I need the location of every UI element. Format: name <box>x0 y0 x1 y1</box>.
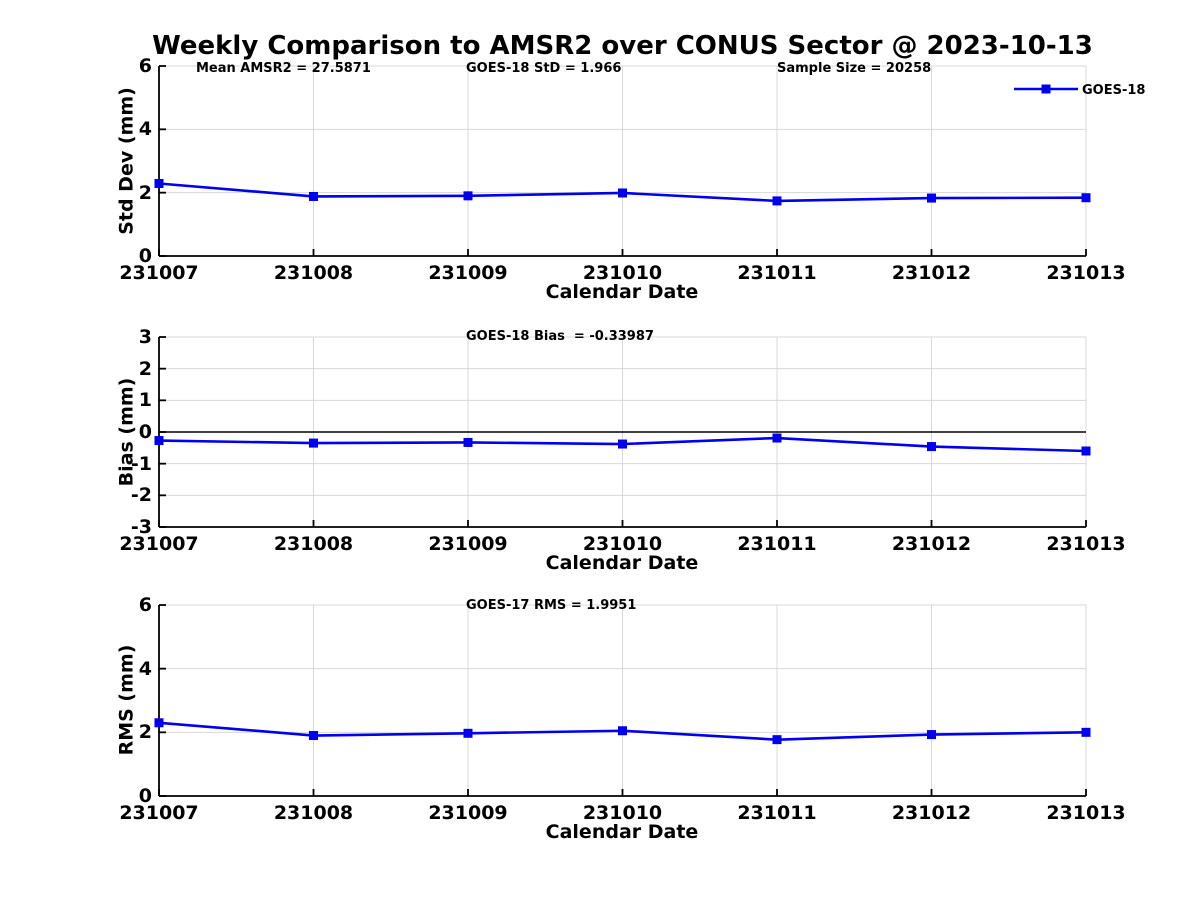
data-point-marker <box>618 188 627 198</box>
x-tick-label: 231011 <box>737 802 817 824</box>
y-tick-label: 0 <box>138 421 152 443</box>
data-point-marker <box>1081 727 1091 737</box>
y-tick-label: 1 <box>138 389 152 412</box>
x-tick-label: 231010 <box>582 262 663 284</box>
x-axis-label-rms: Calendar Date <box>545 821 699 843</box>
x-tick-label: 231013 <box>1046 533 1126 555</box>
x-tick-label: 231009 <box>428 262 508 284</box>
x-tick-label: 231013 <box>1046 802 1126 824</box>
data-point-marker <box>772 433 782 443</box>
data-point-marker <box>927 730 936 740</box>
data-point-marker <box>772 196 782 206</box>
figure-title: Weekly Comparison to AMSR2 over CONUS Se… <box>152 31 1093 61</box>
x-tick-label: 231008 <box>273 533 354 555</box>
legend-marker-sample <box>1041 84 1051 94</box>
x-tick-label: 231010 <box>582 802 663 824</box>
data-point-marker <box>463 728 473 738</box>
y-tick-label: 0 <box>138 245 152 267</box>
y-tick-label: 0 <box>138 785 152 807</box>
data-point-marker <box>463 191 473 201</box>
x-tick-label: 231009 <box>428 533 508 555</box>
data-point-marker <box>618 439 627 449</box>
x-tick-label: 231011 <box>737 262 817 284</box>
y-tick-label: 6 <box>138 594 152 616</box>
data-point-marker <box>309 191 318 201</box>
data-point-marker <box>618 726 627 736</box>
x-tick-label: 231007 <box>119 262 199 284</box>
annotation-mean-amsr2: Mean AMSR2 = 27.5871 <box>196 61 371 76</box>
x-tick-label: 231011 <box>737 533 817 555</box>
data-point-marker <box>463 437 473 447</box>
data-point-marker <box>309 731 318 741</box>
data-point-marker <box>1081 446 1091 456</box>
annotation-goes18-bias: GOES-18 Bias = -0.33987 <box>466 329 654 344</box>
y-tick-label: 2 <box>138 357 152 380</box>
data-point-marker <box>1081 193 1091 203</box>
x-tick-label: 231008 <box>273 802 354 824</box>
y-tick-label: -3 <box>130 516 152 538</box>
data-point-marker <box>927 193 936 203</box>
x-tick-label: 231009 <box>428 802 508 824</box>
y-tick-label: -1 <box>130 452 152 475</box>
x-tick-label: 231012 <box>891 802 972 824</box>
data-point-marker <box>154 718 164 728</box>
x-axis-label-stddev: Calendar Date <box>545 281 699 303</box>
x-tick-label: 231007 <box>119 533 199 555</box>
y-tick-label: 4 <box>138 118 152 141</box>
annotation-goes17-rms: GOES-17 RMS = 1.9951 <box>466 598 637 613</box>
x-tick-label: 231012 <box>891 262 972 284</box>
y-axis-label-stddev: Std Dev (mm) <box>115 87 138 235</box>
x-axis-label-bias: Calendar Date <box>545 552 699 574</box>
x-tick-label: 231007 <box>119 802 199 824</box>
data-point-marker <box>154 178 164 188</box>
y-tick-label: 2 <box>138 721 152 744</box>
y-tick-label: 2 <box>138 181 152 204</box>
x-tick-label: 231008 <box>273 262 354 284</box>
y-tick-label: 6 <box>138 55 152 77</box>
y-tick-label: -2 <box>130 484 152 507</box>
annotation-goes18-std: GOES-18 StD = 1.966 <box>466 61 622 76</box>
x-tick-label: 231013 <box>1046 262 1126 284</box>
legend-label-goes18: GOES-18 <box>1082 83 1146 98</box>
annotation-sample-size: Sample Size = 20258 <box>777 61 932 76</box>
data-point-marker <box>309 438 318 448</box>
data-point-marker <box>772 735 782 745</box>
x-tick-label: 231012 <box>891 533 972 555</box>
data-point-marker <box>927 442 936 452</box>
x-tick-label: 231010 <box>582 533 663 555</box>
y-tick-label: 3 <box>138 326 152 348</box>
data-point-marker <box>154 436 164 446</box>
y-tick-label: 4 <box>138 657 152 680</box>
